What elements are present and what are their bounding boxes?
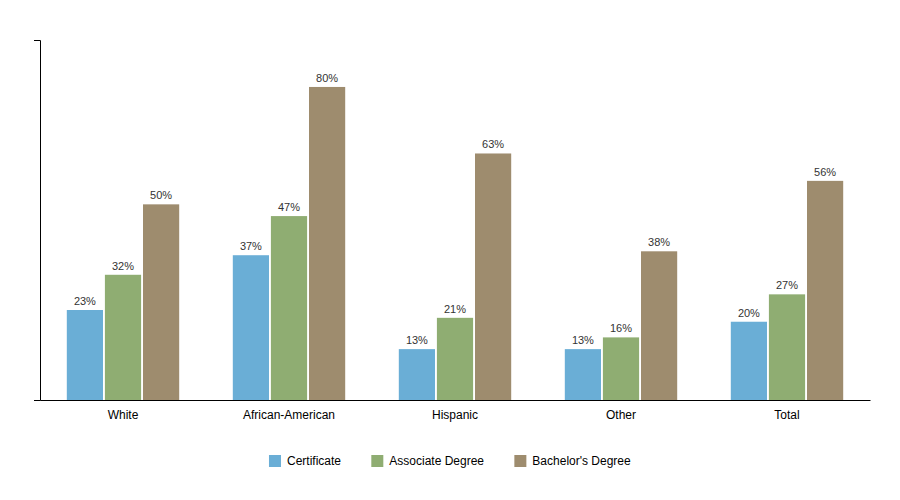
x-tick: African-American — [243, 400, 335, 422]
legend-label: Associate Degree — [389, 454, 484, 468]
x-tick-label: Total — [774, 408, 799, 422]
legend-item: Certificate — [269, 454, 341, 468]
y-axis-line — [34, 41, 41, 401]
legend-item: Associate Degree — [371, 454, 484, 468]
bar-series — [105, 216, 805, 400]
chart-container: 23% 37% 13% 13% 20% 32% 47% 21% 16% 27% 50% 80% 63% 3… — [0, 0, 900, 500]
data-label: 80% — [316, 72, 338, 84]
x-axis: White African-American Hispanic Other Total — [41, 400, 871, 422]
data-label: 16% — [610, 322, 632, 334]
bar — [437, 318, 473, 400]
data-label: 13% — [406, 334, 428, 346]
x-tick-label: White — [108, 408, 139, 422]
x-tick: Other — [606, 400, 636, 422]
data-label: 37% — [240, 240, 262, 252]
x-tick: Hispanic — [432, 400, 478, 422]
y-axis — [34, 41, 41, 401]
data-label: 50% — [150, 189, 172, 201]
bars — [67, 87, 843, 400]
data-label: 21% — [444, 303, 466, 315]
legend-item: Bachelor's Degree — [514, 454, 631, 468]
chart-svg: 23% 37% 13% 13% 20% 32% 47% 21% 16% 27% 50% 80% 63% 3… — [0, 0, 900, 500]
x-tick-label: African-American — [243, 408, 335, 422]
data-label: 20% — [738, 307, 760, 319]
x-axis-line — [41, 400, 871, 401]
data-label: 23% — [74, 295, 96, 307]
data-label: 63% — [482, 138, 504, 150]
data-label: 13% — [572, 334, 594, 346]
x-tick: White — [108, 400, 139, 422]
bar — [731, 322, 767, 400]
bar — [399, 349, 435, 400]
bar — [105, 275, 141, 400]
data-label: 56% — [814, 166, 836, 178]
data-label: 47% — [278, 201, 300, 213]
legend-label: Bachelor's Degree — [532, 454, 631, 468]
bar — [603, 337, 639, 400]
legend-label: Certificate — [287, 454, 341, 468]
legend-swatch — [269, 455, 281, 467]
data-labels: 23% 37% 13% 13% 20% 32% 47% 21% 16% 27% 50% 80% 63% 3… — [74, 72, 836, 346]
bar — [271, 216, 307, 400]
bar — [475, 153, 511, 400]
x-tick-label: Other — [606, 408, 636, 422]
x-tick: Total — [774, 400, 799, 422]
plot-area: 23% 37% 13% 13% 20% 32% 47% 21% 16% 27% 50% 80% 63% 3… — [34, 41, 871, 422]
bar — [233, 255, 269, 400]
legend-swatch — [514, 455, 526, 467]
bar-series — [143, 87, 843, 400]
bar — [769, 294, 805, 400]
bar — [641, 251, 677, 400]
data-label: 27% — [776, 279, 798, 291]
bar — [143, 204, 179, 400]
data-label: 32% — [112, 260, 134, 272]
bar — [565, 349, 601, 400]
bar — [67, 310, 103, 400]
x-tick-label: Hispanic — [432, 408, 478, 422]
legend: Certificate Associate Degree Bachelor's De… — [269, 454, 631, 468]
bar — [807, 181, 843, 400]
bar — [309, 87, 345, 400]
data-label: 38% — [648, 236, 670, 248]
legend-swatch — [371, 455, 383, 467]
